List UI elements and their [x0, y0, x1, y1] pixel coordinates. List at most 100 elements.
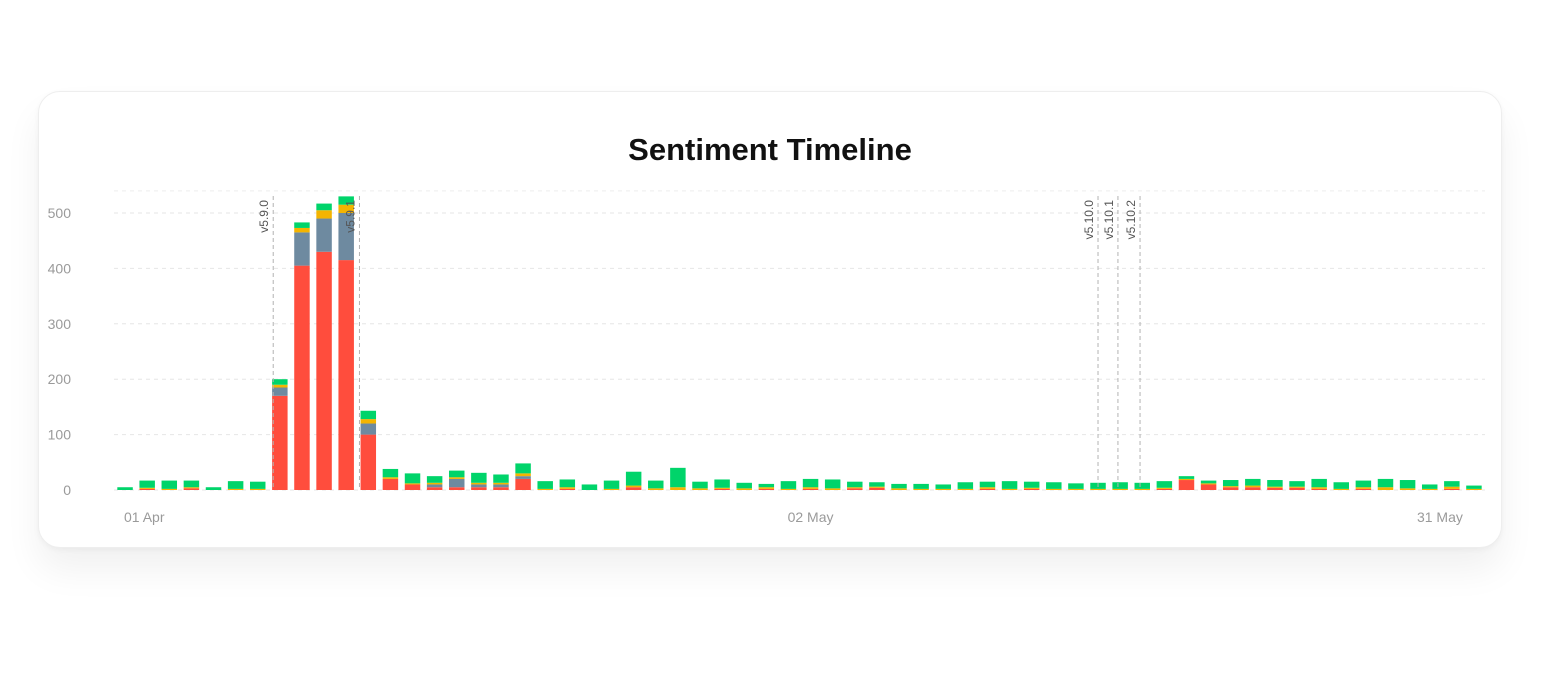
bar-stack: [1466, 485, 1482, 490]
y-tick-label: 0: [63, 482, 71, 498]
bar-segment-negative: [559, 488, 576, 490]
bar-segment-positive: [1046, 482, 1062, 489]
bar-stack: [648, 480, 664, 490]
bar-segment-positive: [780, 481, 797, 489]
bar-stack: [802, 478, 819, 490]
bar-segment-mixed: [714, 487, 730, 489]
x-tick-label: 02 May: [788, 509, 834, 525]
bar-segment-positive: [515, 463, 531, 474]
bar-segment-positive: [957, 482, 974, 489]
bar-segment-mixed: [1267, 486, 1283, 488]
bar-stack: [891, 483, 907, 490]
bar-segment-negative: [1355, 488, 1372, 490]
bar-segment-negative: [471, 487, 487, 490]
bar-segment-mixed: [913, 488, 929, 490]
bar-segment-positive: [714, 479, 730, 488]
x-tick-label: 01 Apr: [124, 509, 165, 525]
bar-segment-mixed: [891, 488, 907, 490]
bar-segment-mixed: [847, 487, 863, 489]
bar-stack: [537, 481, 553, 490]
bar-stack: [272, 379, 288, 490]
bar-stack: [824, 479, 841, 490]
bar-segment-positive: [913, 483, 929, 489]
chart-card: Sentiment Timeline 0 100 200 300 400 500 v5.9…: [38, 91, 1502, 548]
bar-segment-negative: [338, 260, 354, 490]
bar-stack: [1068, 483, 1084, 490]
bar-stack: [227, 481, 244, 490]
bar-segment-neutral: [338, 213, 354, 261]
bar-stack: [581, 484, 598, 490]
chart-title: Sentiment Timeline: [628, 132, 912, 167]
release-label: v5.9.0: [257, 200, 271, 233]
bar-segment-mixed: [670, 487, 686, 490]
y-tick-label: 500: [48, 205, 72, 221]
bar-segment-mixed: [294, 227, 310, 233]
bar-segment-mixed: [869, 486, 885, 488]
release-label: v5.10.1: [1102, 200, 1116, 240]
bar-segment-negative: [758, 488, 775, 490]
bar-segment-negative: [1444, 488, 1460, 490]
bar-segment-mixed: [1311, 487, 1327, 489]
bar-stack: [493, 474, 509, 490]
bar-segment-mixed: [272, 384, 288, 388]
bar-segment-mixed: [227, 488, 244, 490]
bar-stack: [692, 481, 708, 490]
y-tick-label: 100: [48, 427, 72, 443]
bar-segment-positive: [382, 468, 399, 478]
bar-segment-mixed: [692, 488, 708, 490]
bar-segment-neutral: [426, 484, 443, 488]
bar-stack: [714, 479, 730, 490]
bar-segment-negative: [802, 488, 819, 490]
bar-segment-negative: [1200, 484, 1217, 490]
bar-segment-neutral: [515, 476, 531, 479]
bar-segment-mixed: [1200, 483, 1217, 485]
bar-stack: [979, 481, 996, 490]
bar-segment-neutral: [493, 484, 509, 488]
bar-segment-mixed: [1399, 488, 1416, 490]
y-tick-label: 200: [48, 371, 72, 387]
bar-segment-mixed: [1046, 488, 1062, 490]
bar-segment-mixed: [1466, 488, 1482, 490]
bar-stack: [780, 481, 797, 490]
sentiment-chart: 0 100 200 300 400 500 v5.9.0 v5.9.1 v5.10.0 v5.1…: [48, 190, 1485, 525]
bar-segment-mixed: [1289, 486, 1305, 488]
bar-segment-positive: [692, 481, 708, 489]
bar-stack: [249, 481, 266, 490]
bar-segment-mixed: [736, 488, 752, 490]
bar-segment-positive: [205, 487, 222, 490]
bar-segment-mixed: [1112, 488, 1128, 490]
bar-stack: [559, 479, 576, 490]
bar-segment-negative: [426, 487, 443, 490]
bar-segment-positive: [338, 196, 354, 205]
bar-segment-mixed: [758, 487, 775, 489]
bar-segment-negative: [1311, 488, 1327, 490]
bar-stack: [1178, 476, 1195, 490]
bar-stack: [736, 482, 752, 490]
bar-segment-mixed: [1444, 486, 1460, 489]
bar-segment-positive: [183, 480, 200, 488]
bar-stack: [117, 487, 133, 490]
bar-segment-negative: [449, 487, 465, 490]
bar-stack: [1421, 484, 1438, 490]
bar-segment-neutral: [360, 423, 377, 435]
bar-segment-negative: [360, 434, 377, 490]
x-tick-label: 31 May: [1417, 509, 1463, 525]
bar-stack: [205, 487, 222, 490]
bar-segment-mixed: [1068, 488, 1084, 490]
release-label: v5.10.0: [1082, 200, 1096, 240]
bar-segment-mixed: [1178, 478, 1195, 481]
bar-segment-negative: [316, 251, 332, 490]
x-axis: 01 Apr 02 May 31 May: [124, 509, 1463, 525]
bar-segment-mixed: [316, 210, 332, 219]
bar-stack: [139, 480, 155, 490]
bar-segment-mixed: [1090, 488, 1106, 490]
bar-segment-positive: [581, 484, 598, 490]
bar-segment-positive: [1289, 481, 1305, 487]
bar-segment-positive: [1355, 480, 1372, 488]
bar-segment-mixed: [493, 482, 509, 485]
bar-stack: [1444, 481, 1460, 490]
bar-stack: [449, 470, 465, 490]
bar-segment-negative: [979, 488, 996, 490]
bar-segment-positive: [802, 478, 819, 488]
bar-segment-mixed: [625, 485, 642, 488]
